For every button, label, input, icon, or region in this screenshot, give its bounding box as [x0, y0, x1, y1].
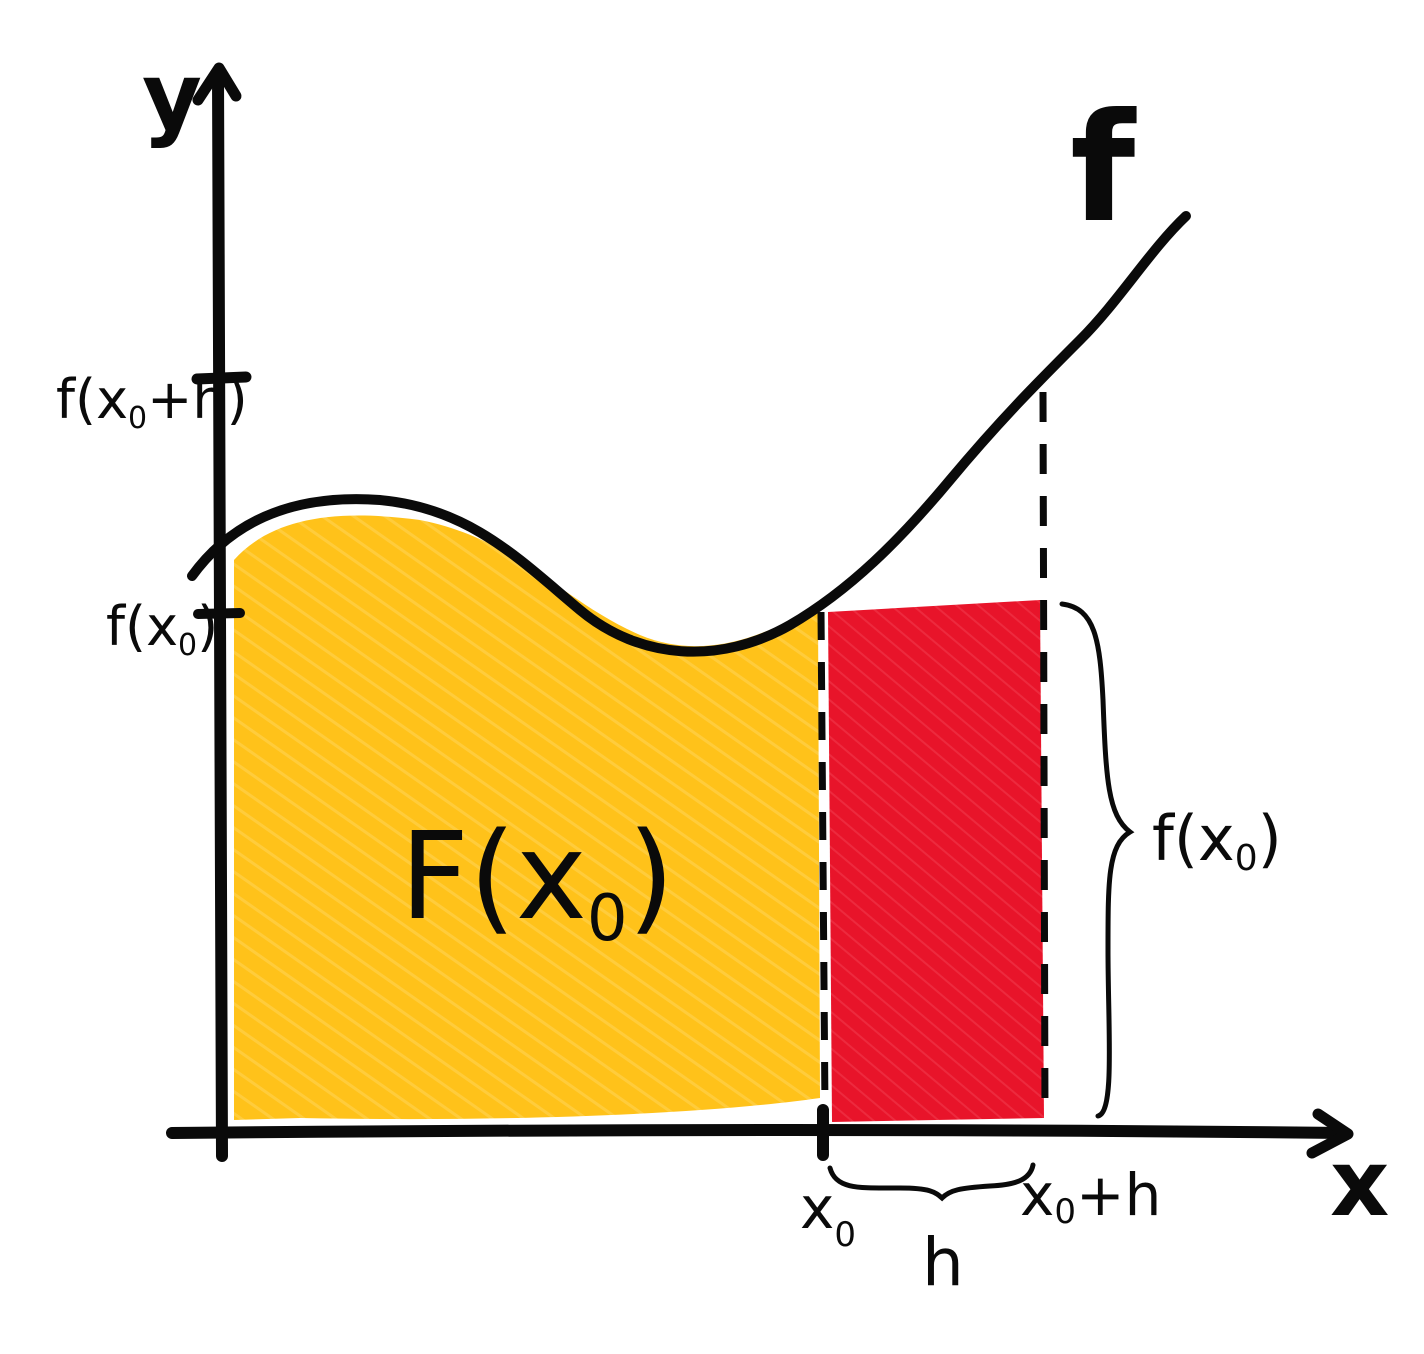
area-label-tail: ): [628, 808, 675, 947]
x-axis-arrow: [1306, 1108, 1354, 1159]
y-tick-upper: [191, 371, 252, 385]
height-brace-main: f(x: [1152, 802, 1235, 875]
height-brace-sub: 0: [1235, 838, 1258, 879]
area-label-main: F(x: [400, 808, 587, 947]
area-label: F(x0): [400, 808, 674, 956]
y-tick-upper-tail: +h): [147, 368, 248, 431]
y-tick-lower: [193, 608, 245, 619]
y-tick-upper-sub: 0: [128, 401, 147, 436]
height-brace-label: f(x0): [1152, 802, 1282, 879]
height-brace-tail: ): [1258, 802, 1282, 875]
height-brace: [1059, 601, 1135, 1119]
y-tick-lower-tail: ): [197, 595, 218, 658]
y-axis-label: y: [142, 43, 202, 150]
y-tick-upper-main: f(x: [56, 368, 128, 431]
y-tick-label-lower: f(x0): [106, 595, 218, 663]
x-tick-xh-sub: 0: [1054, 1192, 1076, 1232]
dashed-line-x0-plus-h: [1039, 391, 1049, 1121]
h-brace: [827, 1162, 1036, 1202]
y-axis-arrow: [192, 62, 242, 106]
y-tick-label-upper: f(x0+h): [56, 368, 248, 436]
x-tick-x0-sub: 0: [834, 1215, 856, 1255]
h-label: h: [922, 1224, 964, 1301]
x-tick-label-x0: x0: [800, 1174, 856, 1255]
curve-f: [187, 211, 1191, 657]
area-label-sub: 0: [587, 882, 628, 956]
x-tick-xh-tail: +h: [1076, 1161, 1161, 1229]
curve-label: f: [1070, 82, 1137, 256]
y-tick-lower-sub: 0: [178, 628, 197, 663]
x-tick-x0-main: x: [800, 1174, 834, 1242]
rectangle-area: [828, 600, 1044, 1122]
x-tick-xh-main: x: [1020, 1161, 1054, 1229]
x-axis: [166, 1123, 1351, 1139]
y-tick-lower-main: f(x: [106, 595, 178, 658]
x-tick-label-x0-plus-h: x0+h: [1020, 1161, 1161, 1232]
area-under-curve: [234, 515, 820, 1120]
dashed-line-x0: [817, 611, 829, 1111]
x-axis-label: x: [1330, 1130, 1389, 1237]
